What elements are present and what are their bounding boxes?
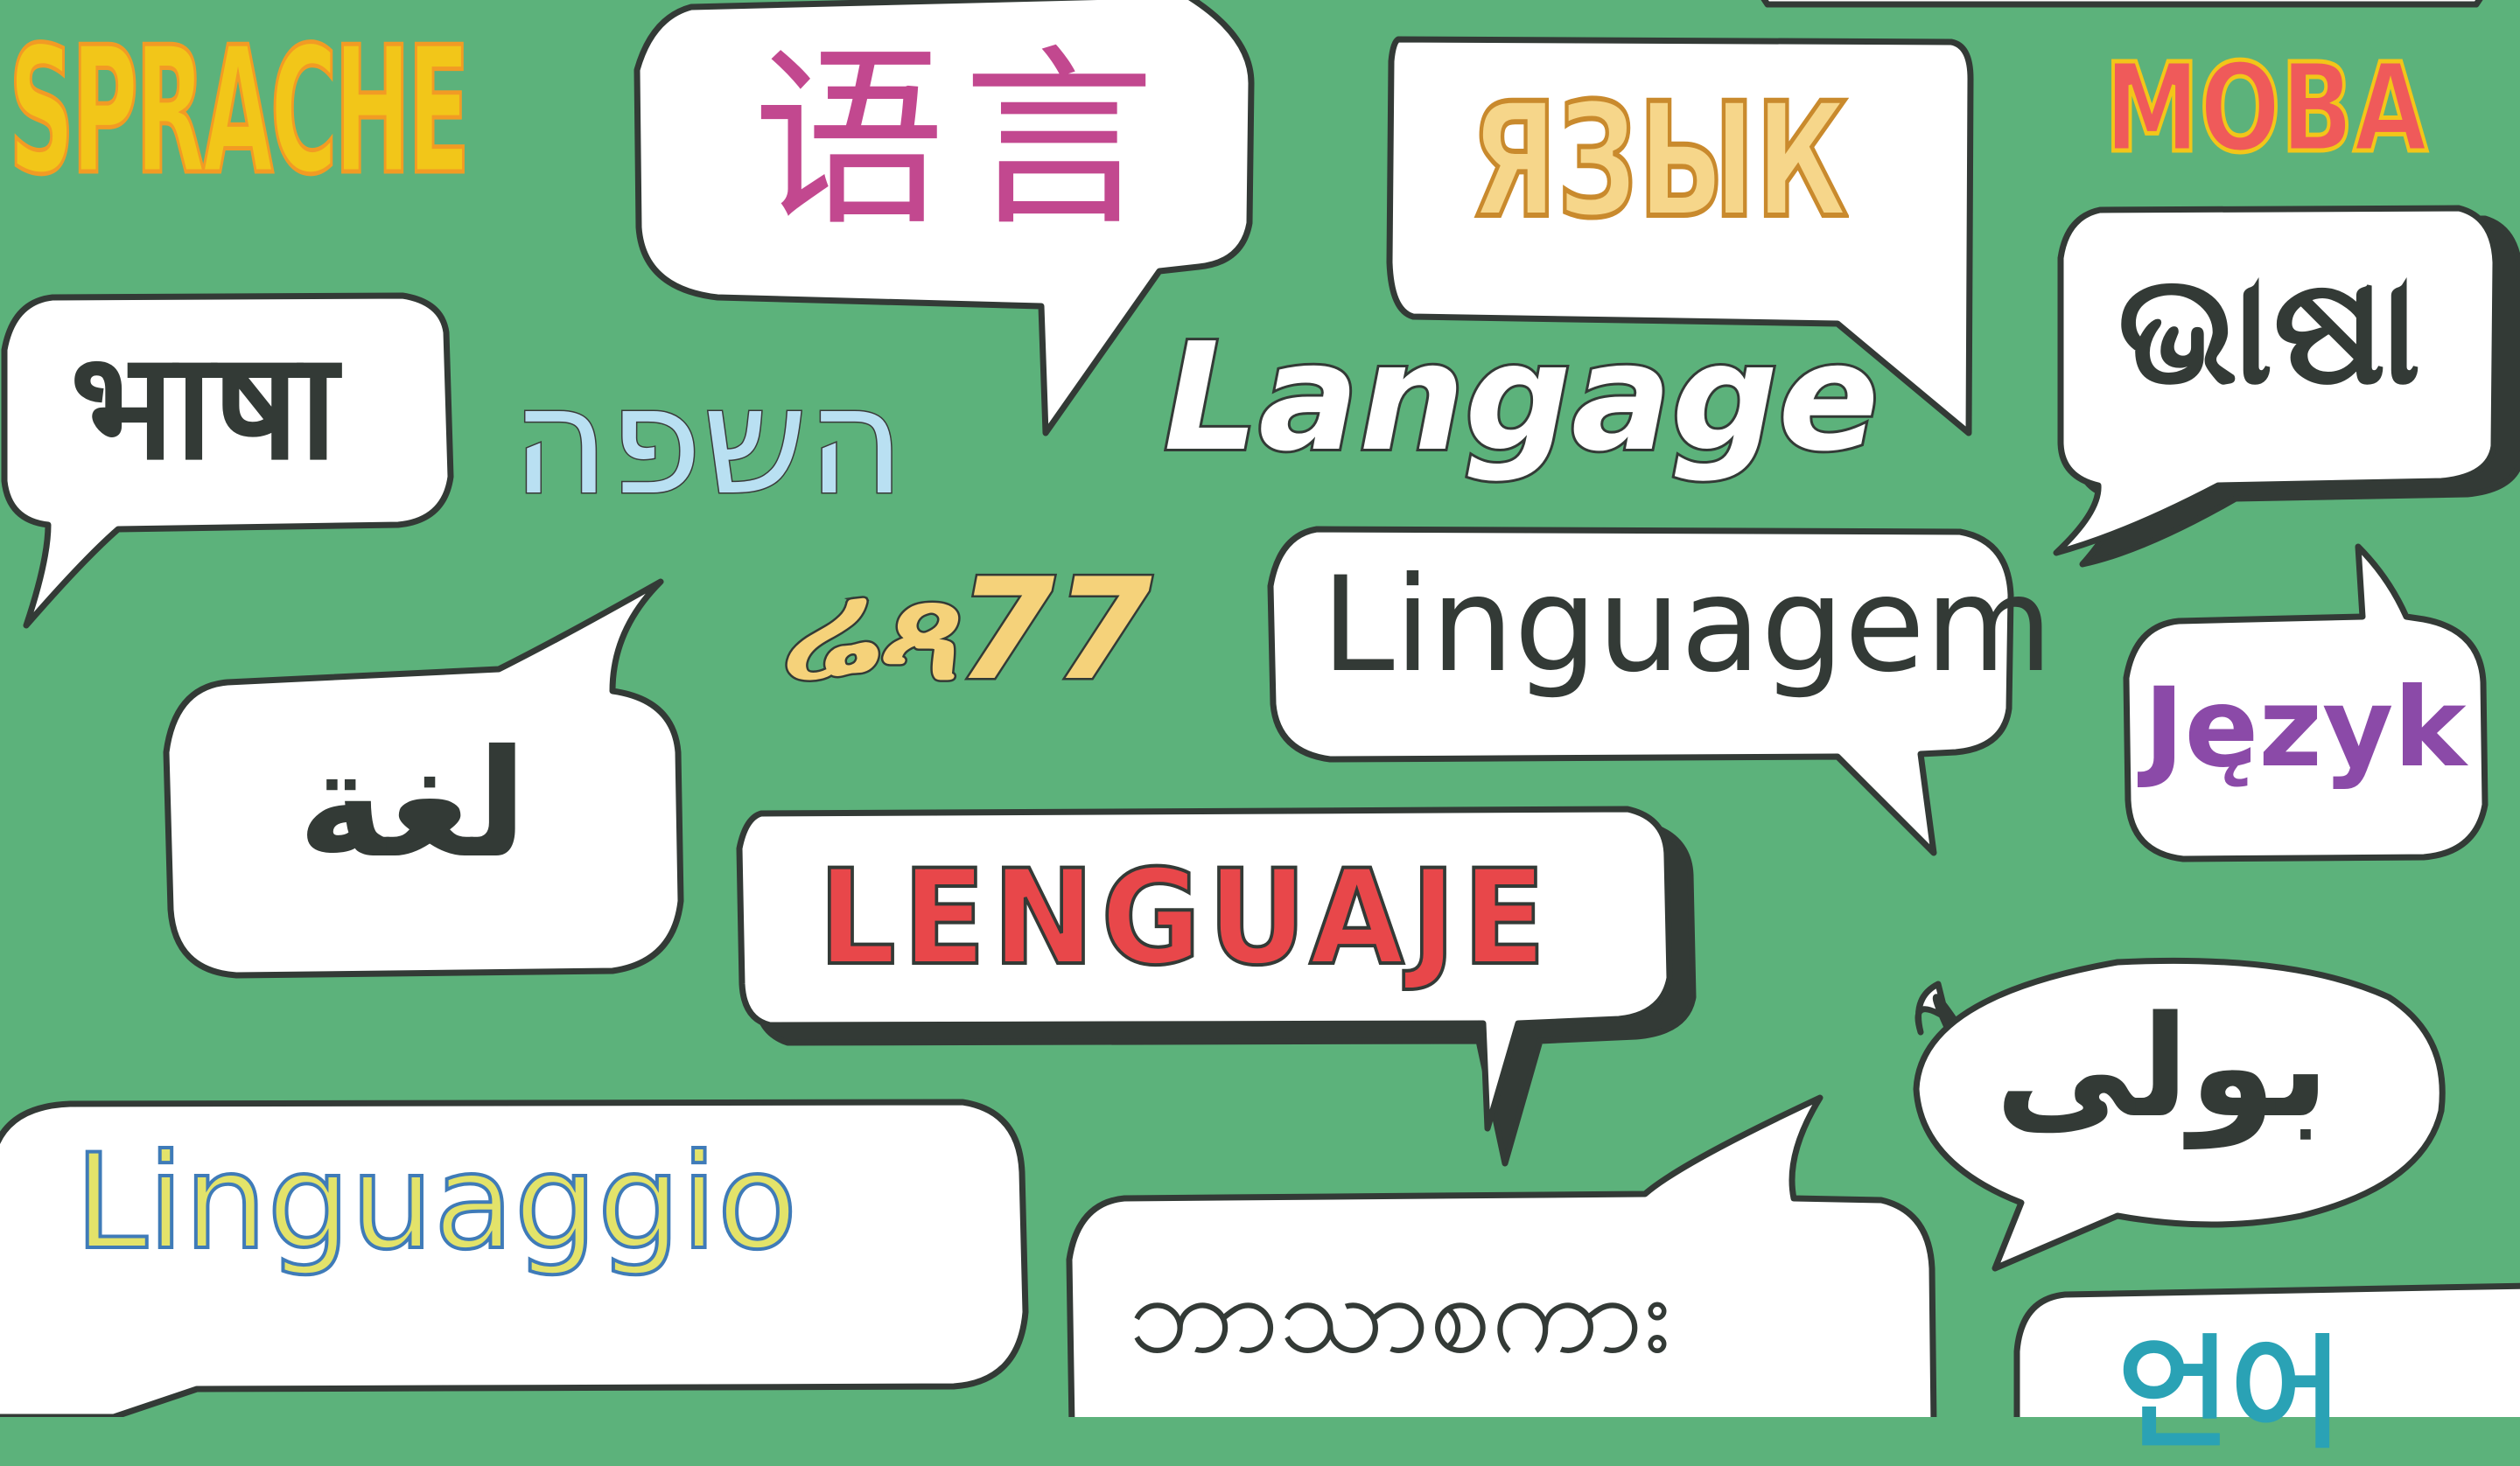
word-chinese: 语言 <box>752 28 1173 252</box>
word-italian: Linguaggio <box>73 1127 799 1279</box>
speech-bubble-hindi <box>1 292 454 629</box>
speech-bubble-urdu <box>1914 981 1964 1040</box>
word-spanish: LENGUAJE <box>816 842 1553 995</box>
speech-bubble-portuguese <box>1267 526 2014 856</box>
word-arabic: لغة <box>298 718 528 891</box>
speech-bubble-illustration <box>0 0 2520 1417</box>
word-ukrainian: МОВА <box>2103 38 2429 180</box>
speech-bubble-korean <box>2013 1282 2520 1417</box>
word-korean: 언어 <box>2118 1323 2343 1466</box>
word-polish: Język <box>2144 665 2467 792</box>
speech-bubble-burmese <box>1066 1094 1937 1417</box>
word-burmese: ဘာသာစကား <box>1129 1251 1671 1378</box>
word-russian: ЯЗЫК <box>1468 70 1850 253</box>
speech-bubble-russian <box>1386 36 1974 436</box>
word-french: Langage <box>1161 311 1881 485</box>
word-odia: ଭାଷା <box>2118 241 2421 419</box>
speech-bubble-spanish <box>736 806 1673 1132</box>
speech-bubble-top-partial <box>1760 0 2483 8</box>
word-sprache: SPRACHE <box>8 10 472 213</box>
speech-bubble-polish <box>2123 543 2488 862</box>
word-portuguese: Linguagem <box>1321 549 2054 702</box>
word-hindi: भाषा <box>70 320 338 493</box>
word-hebrew: השפה <box>511 355 906 528</box>
speech-bubble-odia <box>2053 205 2499 556</box>
word-japanese: ሬጻ77 <box>777 548 1155 711</box>
speech-bubble-chinese <box>634 0 1255 436</box>
speech-bubble-arabic <box>163 578 684 979</box>
speech-bubble-urdu-body <box>1913 957 2446 1272</box>
speech-bubble-italian <box>0 1099 1029 1417</box>
word-urdu: بولی <box>1995 985 2330 1148</box>
